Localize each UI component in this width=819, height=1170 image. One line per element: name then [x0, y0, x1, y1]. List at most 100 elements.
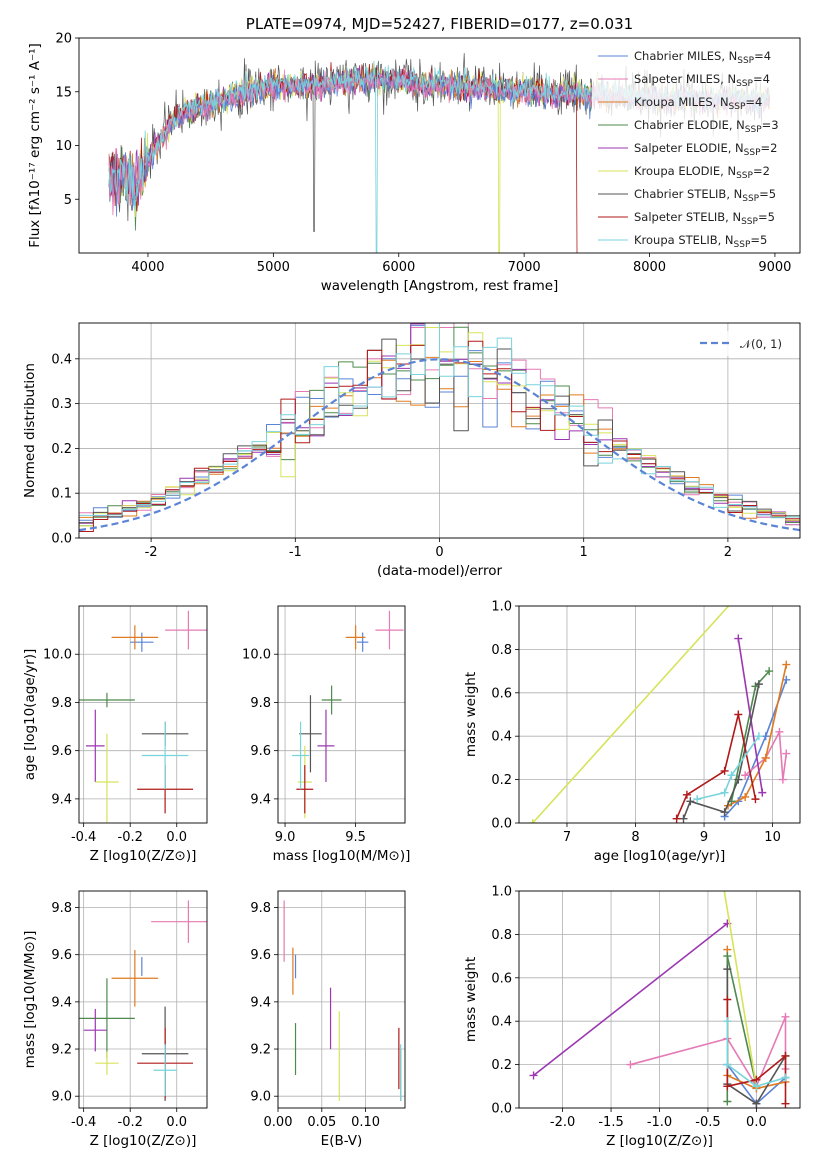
y-tick-label: 0.0	[51, 532, 72, 547]
x-tick-label: 9	[700, 830, 708, 845]
x-axis-label: Z [log10(Z/Z⊙)]	[90, 1133, 197, 1149]
weight-marker	[752, 1099, 761, 1108]
y-tick-label: 9.4	[51, 995, 72, 1010]
histogram-series-8	[79, 323, 800, 519]
weight-marker	[778, 775, 787, 784]
y-tick-label: 20	[55, 32, 72, 47]
plot-area	[292, 610, 404, 819]
grid	[79, 891, 207, 1108]
y-axis-label: mass [log10(M/M⊙)]	[22, 931, 38, 1069]
x-tick-label: 8	[631, 830, 639, 845]
x-tick-label: 0.0	[166, 1115, 187, 1130]
x-axis-label: mass [log10(M/M⊙)]	[273, 848, 411, 864]
y-tick-label: 9.6	[51, 744, 72, 759]
point-2	[111, 949, 159, 1007]
y-tick-label: 10	[55, 139, 72, 154]
y-tick-label: 0.4	[491, 1015, 512, 1030]
weight-marker	[751, 795, 760, 804]
x-tick-label: -1.5	[598, 1115, 623, 1130]
point-3	[79, 978, 135, 1059]
point-8	[141, 721, 189, 790]
x-tick-label: 0	[435, 545, 443, 560]
point-2	[345, 625, 366, 650]
y-tick-label: 10.0	[43, 648, 72, 663]
weight-marker	[765, 667, 774, 676]
x-tick-label: -0.4	[71, 830, 96, 845]
x-axis-label: Z [log10(Z/Z⊙)]	[90, 848, 197, 864]
weight-marker	[752, 1082, 761, 1091]
y-tick-label: 9.8	[51, 901, 72, 916]
legend-label: Chabrier ELODIE, NSSP=3	[634, 118, 779, 135]
legend-label: Chabrier MILES, NSSP=4	[634, 49, 771, 66]
y-tick-label: 0.0	[491, 817, 512, 832]
weight-marker	[754, 732, 763, 741]
axes-frame	[277, 605, 406, 824]
plot-area	[529, 876, 790, 1108]
point-4	[83, 1008, 107, 1052]
panel-mass_vs_ebv: 0.00 0.05 0.10 9.0 9.2 9.4 9.6 9.8 E(B-V)	[250, 890, 406, 1149]
point-1	[375, 610, 404, 650]
point-8	[292, 721, 310, 790]
grid	[277, 891, 405, 1108]
weight-marker	[626, 1060, 635, 1069]
y-tick-label: 0.4	[51, 352, 72, 367]
plot-area	[79, 610, 207, 823]
y-tick-label: 0.6	[491, 971, 512, 986]
y-tick-label: 0.8	[491, 643, 512, 658]
point-6	[299, 695, 322, 773]
x-tick-label: 7	[563, 830, 571, 845]
y-axis-label: Flux [fλ10⁻¹⁷ erg cm⁻² s⁻¹ A⁻¹]	[27, 43, 43, 248]
grid	[519, 890, 800, 1109]
axes-frame	[277, 890, 406, 1109]
weight-marker	[781, 1012, 790, 1021]
weight-marker	[758, 788, 767, 797]
plot-area	[79, 323, 800, 533]
x-tick-label: 9.5	[345, 830, 366, 845]
point-7	[296, 765, 314, 814]
y-tick-label: 1.0	[491, 885, 512, 900]
weight-marker	[734, 775, 743, 784]
panel-spectrum: 4000 5000 6000 7000 8000 9000 5 10 15 20 wavelengt…	[27, 15, 801, 294]
axes-frame	[78, 37, 801, 254]
x-tick-label: 0.0	[166, 830, 187, 845]
y-axis-label: age [log10(age/yr)]	[22, 649, 38, 781]
weight-marker	[782, 749, 791, 758]
point-1	[165, 610, 207, 650]
point-5	[95, 1051, 119, 1075]
weight-marker	[781, 1051, 790, 1060]
panel-mass_vs_Z: -0.4 -0.2 0.0 9.0 9.2 9.4 9.6 9.8 Z [log10(Z/Z⊙)…	[22, 890, 208, 1149]
weight-marker	[723, 1082, 732, 1091]
x-tick-label: 0.0	[746, 1115, 767, 1130]
y-tick-label: 0.6	[491, 686, 512, 701]
x-tick-label: 0.05	[307, 1115, 336, 1130]
x-tick-label: 2	[724, 545, 732, 560]
weight-series-8	[726, 1021, 786, 1088]
legend-label: Salpeter ELODIE, NSSP=2	[634, 141, 777, 158]
y-tick-label: 15	[55, 85, 72, 100]
weight-marker	[679, 814, 688, 823]
weight-marker	[781, 1073, 790, 1082]
point-0	[357, 632, 369, 652]
y-tick-label: 9.4	[250, 995, 271, 1010]
weight-marker	[754, 680, 763, 689]
y-tick-label: 5	[64, 193, 72, 208]
x-axis-label: (data-model)/error	[377, 563, 503, 579]
axes-frame	[518, 605, 801, 824]
y-tick-label: 0.8	[491, 928, 512, 943]
y-tick-label: 9.6	[51, 948, 72, 963]
weight-series-5	[532, 606, 730, 823]
weight-marker	[723, 965, 732, 974]
plot-area	[283, 900, 402, 1101]
weight-marker	[718, 876, 726, 884]
panel-residual_hist: -2 -1 0 1 2 0.0 0.1 0.2 0.3 0.4 (data-model)/error…	[22, 322, 801, 579]
axes-frame	[78, 890, 208, 1109]
x-tick-label: -2.0	[550, 1115, 575, 1130]
weight-marker	[686, 797, 695, 806]
weight-marker	[782, 660, 791, 669]
y-axis-label: Normed distribution	[22, 363, 38, 498]
weight-marker	[761, 732, 770, 741]
x-axis-label: Z [log10(Z/Z⊙)]	[606, 1133, 713, 1149]
point-0	[130, 632, 154, 652]
y-tick-label: 9.8	[250, 901, 271, 916]
weight-marker	[734, 710, 743, 719]
